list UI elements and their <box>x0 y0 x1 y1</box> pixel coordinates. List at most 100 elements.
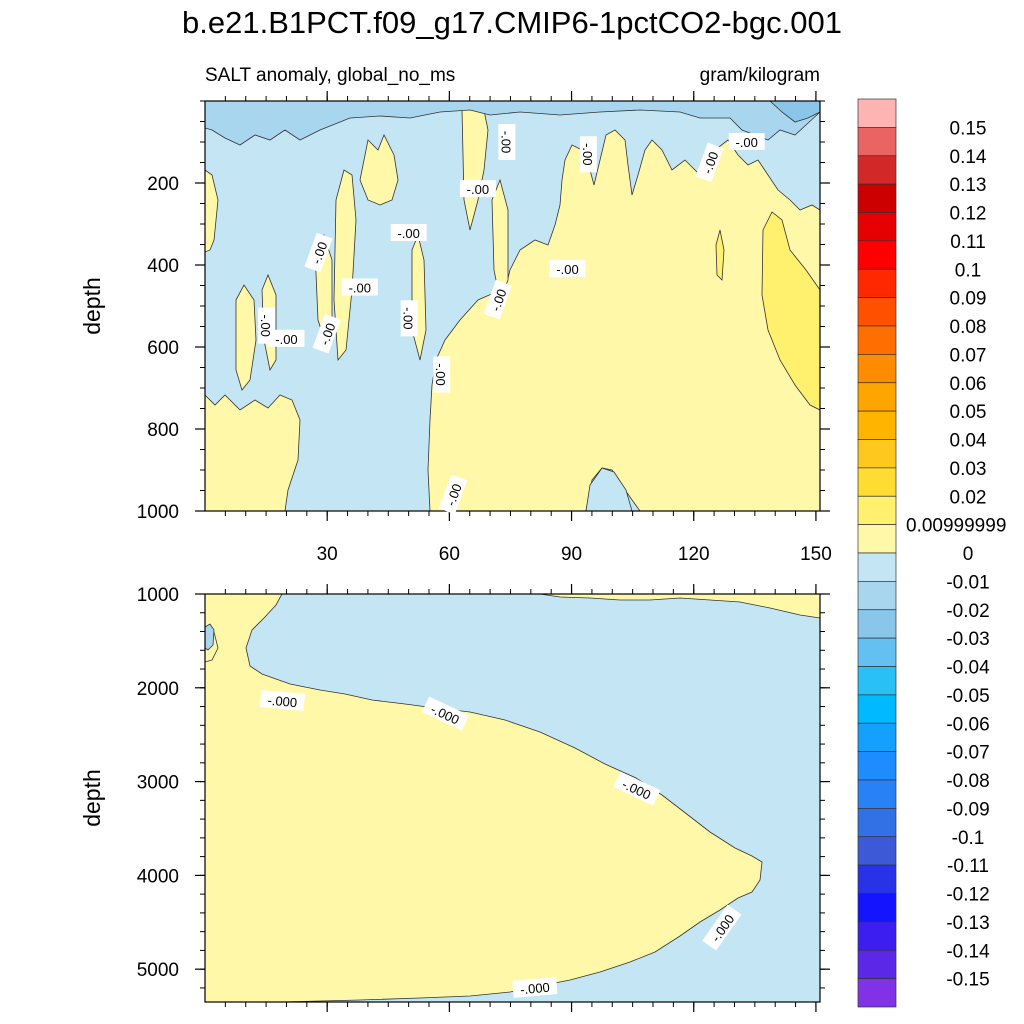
colorbar-swatch <box>857 808 897 838</box>
contour-label-text: -.00 <box>401 307 416 329</box>
colorbar-swatch <box>857 751 897 781</box>
contour-label-bg <box>728 133 765 150</box>
colorbar-label: 0.09 <box>950 289 987 310</box>
contour-label-bg <box>400 300 418 337</box>
contour-label-text: -.00 <box>317 321 339 347</box>
x-tick-label: 30 <box>317 544 338 565</box>
contour-label-text: -.00 <box>258 314 273 336</box>
colorbar-swatch <box>857 694 897 724</box>
contour-label-bg <box>483 279 512 320</box>
colorbar-swatch <box>857 325 897 355</box>
contour-label-text: -.000 <box>520 980 551 998</box>
upper-negative-surface-003 <box>769 101 820 123</box>
colorbar-label: -0.01 <box>946 572 989 593</box>
colorbar-swatch <box>857 495 897 525</box>
y-tick-label: 400 <box>147 256 179 277</box>
upper-contour-fill <box>205 101 820 511</box>
contour-label-bg <box>579 136 597 173</box>
upper-positive-column-8 <box>461 101 489 231</box>
contour-label-text: -.000 <box>267 693 298 711</box>
contour-label-text: -.00 <box>488 287 510 313</box>
colorbar-label: 0 <box>963 544 974 565</box>
contour-label-bg <box>259 690 306 711</box>
colorbar-swatch <box>857 354 897 384</box>
y-tick-label: 5000 <box>137 960 179 981</box>
colorbar-label: 0.14 <box>950 147 987 168</box>
x-tick-label: 60 <box>439 544 460 565</box>
colorbar-swatch <box>857 552 897 582</box>
colorbar-label: -0.05 <box>946 686 989 707</box>
colorbar-swatch <box>857 581 897 611</box>
colorbar-label: 0.13 <box>950 175 987 196</box>
colorbar-swatch <box>857 155 897 185</box>
colorbar-label: -0.09 <box>946 799 989 820</box>
contour-label-bg <box>702 904 742 951</box>
colorbar-swatch <box>857 240 897 270</box>
colorbar-label: 0.15 <box>950 118 987 139</box>
contour-label-bg <box>268 329 305 347</box>
contour-label-text: -.00 <box>467 182 489 197</box>
contour-label-text: -.00 <box>700 150 722 176</box>
contour-label-text: -.00 <box>397 226 419 241</box>
contour-label-text: -.00 <box>443 482 465 508</box>
colorbar-swatch <box>857 98 897 128</box>
colorbar: 0.15 0.14 0.13 0.12 0.11 0.1 0.09 0.08 0.07 0.06 0… <box>857 98 1006 1008</box>
contour-label-bg <box>498 124 516 160</box>
contour-label-text: -.00 <box>580 143 595 165</box>
y-tick-label: 600 <box>147 338 179 359</box>
colorbar-label: -0.02 <box>946 601 989 622</box>
colorbar-label: -0.04 <box>946 658 990 679</box>
lower-ticks: 1000 2000 3000 4000 5000 <box>137 584 830 1012</box>
contour-label-bg <box>549 260 586 278</box>
y-tick-label: 1000 <box>137 502 179 523</box>
upper-positive-column-9 <box>491 178 509 302</box>
colorbar-swatch <box>857 836 897 866</box>
colorbar-label: 0.07 <box>950 345 987 366</box>
colorbar-label: -0.14 <box>946 941 990 962</box>
x-tick-label: 150 <box>800 544 832 565</box>
upper-ticks: 30 60 90 120 150 200 400 600 800 1000 <box>137 91 832 565</box>
y-tick-label: 1000 <box>137 585 179 606</box>
colorbar-label: -0.1 <box>952 828 985 849</box>
contour-label-bg <box>512 977 558 998</box>
y-tick-label: 2000 <box>137 679 179 700</box>
lower-negative-left-patch <box>205 623 215 651</box>
colorbar-label: -0.12 <box>946 885 989 906</box>
contour-label-bg <box>438 474 468 515</box>
x-tick-label: 120 <box>678 544 710 565</box>
colorbar-label: -0.13 <box>946 913 989 934</box>
contour-label: -.00 <box>268 329 305 347</box>
contour-label-text: -.00 <box>735 135 757 150</box>
y-tick-label: 4000 <box>137 866 179 887</box>
upper-positive-left-bottom <box>205 394 301 511</box>
contour-label-bg <box>695 142 724 183</box>
contour-label: -.00 <box>341 278 378 296</box>
upper-positive-patch-002 <box>761 211 820 411</box>
colorbar-label: 0.1 <box>955 260 981 281</box>
colorbar-label: -0.15 <box>946 970 989 991</box>
contour-label: -.00 <box>459 180 496 198</box>
colorbar-label: -0.08 <box>946 771 989 792</box>
upper-positive-column-1 <box>205 169 219 253</box>
colorbar-label: 0.02 <box>950 487 987 508</box>
colorbar-label: 0.00999999 <box>906 516 1006 537</box>
contour-label-bg <box>390 224 427 242</box>
colorbar-label: 0.08 <box>950 317 987 338</box>
colorbar-swatch <box>857 467 897 497</box>
x-tick-label: 90 <box>561 544 582 565</box>
colorbar-label: -0.06 <box>946 714 989 735</box>
colorbar-swatch <box>857 637 897 667</box>
upper-positive-column-6 <box>359 134 399 206</box>
colorbar-label: -0.11 <box>947 856 989 877</box>
colorbar-swatch <box>857 524 897 554</box>
lower-positive-top-right <box>539 594 820 619</box>
colorbar-swatch <box>857 893 897 923</box>
colorbar-swatch <box>857 978 897 1008</box>
colorbar-swatch <box>857 722 897 752</box>
contour-label-text: -.00 <box>275 332 297 347</box>
y-tick-label: 3000 <box>137 773 179 794</box>
contour-label: -.00 <box>258 307 276 344</box>
contour-label-bg <box>421 696 470 731</box>
